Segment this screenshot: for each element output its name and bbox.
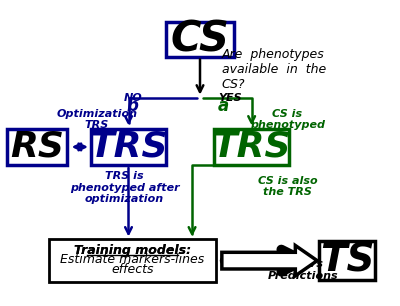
Text: Training models:: Training models: (74, 244, 191, 257)
Polygon shape (222, 245, 317, 276)
Text: TS: TS (320, 242, 374, 280)
Text: b: b (126, 97, 138, 115)
FancyBboxPatch shape (166, 22, 234, 57)
Text: TRS: TRS (212, 130, 291, 164)
Text: CS is also
the TRS: CS is also the TRS (258, 176, 317, 197)
Text: a: a (218, 97, 229, 115)
Text: Are  phenotypes
available  in  the
CS?: Are phenotypes available in the CS? (222, 48, 326, 91)
Text: Training models:: Training models: (74, 244, 191, 257)
FancyBboxPatch shape (319, 241, 375, 280)
Text: CS is
phenotyped: CS is phenotyped (250, 109, 325, 130)
Text: effects: effects (111, 263, 154, 276)
Text: RS: RS (10, 130, 64, 164)
Text: YES: YES (218, 93, 242, 103)
FancyBboxPatch shape (49, 239, 216, 282)
Text: Optimization
TRS: Optimization TRS (56, 109, 137, 130)
Text: TRS is
phenotyped after
optimization: TRS is phenotyped after optimization (70, 171, 179, 204)
Text: GEBVs
Predictions: GEBVs Predictions (268, 259, 338, 281)
FancyBboxPatch shape (91, 129, 166, 165)
FancyBboxPatch shape (7, 129, 67, 165)
Text: NO: NO (124, 93, 142, 103)
Text: Estimate markers-lines: Estimate markers-lines (60, 253, 204, 266)
Text: TRS: TRS (89, 130, 168, 164)
Text: CS: CS (170, 18, 230, 60)
FancyBboxPatch shape (214, 129, 289, 165)
